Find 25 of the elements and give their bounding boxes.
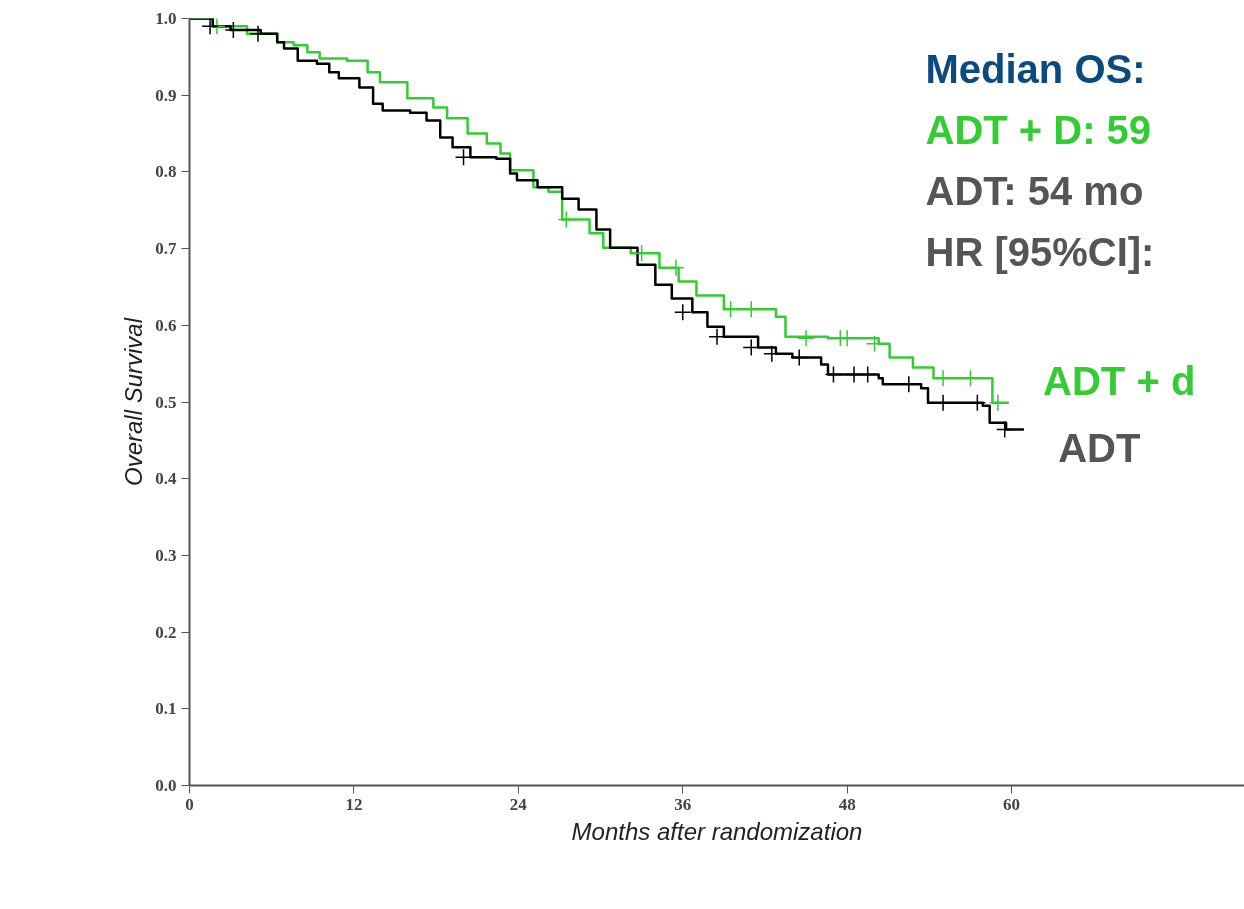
y-tick-label: 0.3 — [155, 545, 177, 565]
y-tick-label: 0.5 — [155, 392, 177, 412]
x-tick-label: 0 — [185, 794, 194, 814]
x-tick-label: 24 — [509, 794, 528, 814]
x-tick-label: 12 — [345, 794, 363, 814]
series-label: ADT — [1058, 425, 1141, 470]
y-tick-label: 0.7 — [155, 239, 177, 259]
y-tick-label: 0.1 — [155, 699, 177, 719]
annotation: Median OS: — [925, 46, 1146, 91]
x-tick-label: 60 — [1003, 794, 1021, 814]
annotation: ADT: 54 mo — [925, 168, 1144, 213]
x-tick-label: 36 — [674, 794, 692, 814]
annotation: ADT + D: 59 — [925, 107, 1152, 152]
y-tick-label: 0.6 — [155, 315, 177, 335]
y-tick-label: 0.0 — [155, 776, 177, 795]
y-tick-label: 0.2 — [155, 622, 177, 642]
x-tick-label: 48 — [838, 794, 856, 814]
series-label: ADT + d — [1043, 358, 1196, 403]
x-axis-title: Months after randomization — [571, 817, 863, 845]
y-axis-title: Overall Survival — [120, 317, 148, 487]
annotation: HR [95%CI]: — [925, 229, 1155, 274]
y-tick-label: 0.9 — [155, 85, 177, 105]
y-tick-label: 1.0 — [155, 9, 177, 28]
y-tick-label: 0.4 — [155, 469, 177, 489]
y-tick-label: 0.8 — [155, 162, 177, 182]
